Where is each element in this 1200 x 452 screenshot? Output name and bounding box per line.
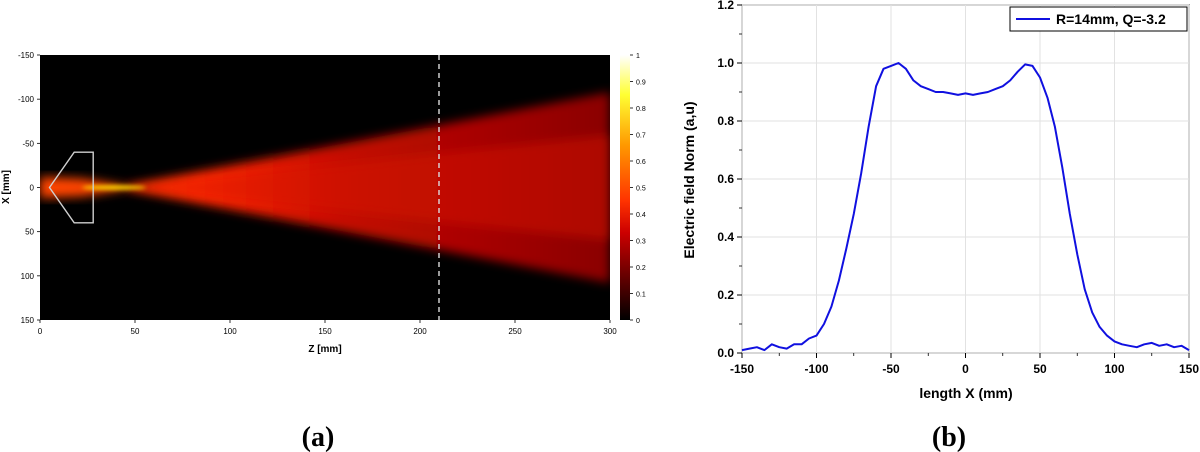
y-tick-label: -100: [18, 95, 35, 104]
colorbar-tick-label: 0.1: [636, 292, 646, 299]
panel-b-axes: -150 -100 -50 0 50 100 150 0.0 0.2 0.4 0.6 0.8 1.0 1.…: [717, 0, 1199, 376]
y-tick-label: 50: [25, 228, 34, 237]
colorbar-tick-label: 0: [636, 318, 640, 325]
colorbar-tick-label: 0.2: [636, 265, 646, 272]
beam-field: [40, 55, 610, 320]
colorbar-tick-label: 0.5: [636, 186, 646, 193]
x-tick-label: 200: [413, 327, 427, 336]
x-tick-label: -150: [730, 362, 754, 376]
y-tick-label: 0.4: [717, 230, 734, 244]
colorbar-tick-label: 0.6: [636, 159, 646, 166]
panel-b-xlabel: length X (mm): [919, 385, 1012, 401]
x-tick-label: 150: [1179, 362, 1199, 376]
x-tick-label: -100: [804, 362, 828, 376]
panel-a: 0 50 100 150 200 250 300 -150 -100 -50 0 50 100 150 1…: [1, 51, 646, 355]
panel-b: -150 -100 -50 0 50 100 150 0.0 0.2 0.4 0.6 0.8 1.0 1.…: [681, 0, 1199, 401]
colorbar-ticks: 1 0.9 0.8 0.7 0.6 0.5 0.4 0.3 0.2 0.1 0: [630, 53, 646, 325]
legend: R=14mm, Q=-3.2: [1009, 6, 1188, 32]
panel-a-xlabel: Z [mm]: [308, 344, 341, 355]
y-tick-label: 0.0: [717, 346, 734, 360]
x-tick-label: 50: [131, 327, 140, 336]
colorbar-tick-label: 0.3: [636, 239, 646, 246]
y-tick-label: 1.0: [717, 56, 734, 70]
panel-a-ylabel: X [mm]: [1, 170, 12, 204]
y-tick-label: -150: [18, 51, 35, 60]
legend-label: R=14mm, Q=-3.2: [1056, 11, 1166, 27]
caption-a: (a): [302, 422, 335, 452]
panel-b-ylabel: Electric field Norm (a,u): [681, 101, 697, 258]
y-tick-label: -50: [22, 139, 34, 148]
x-tick-label: 300: [603, 327, 617, 336]
x-tick-label: 150: [318, 327, 332, 336]
series-line: [741, 62, 1190, 352]
x-tick-label: 250: [508, 327, 522, 336]
panel-a-axes: 0 50 100 150 200 250 300 -150 -100 -50 0 50 100 150: [18, 51, 617, 336]
colorbar-tick-label: 0.7: [636, 133, 646, 140]
caption-b: (b): [932, 422, 966, 452]
colorbar-tick-label: 1: [636, 53, 640, 60]
x-tick-label: 50: [1033, 362, 1047, 376]
x-tick-label: -50: [882, 362, 900, 376]
beam-core: [125, 135, 610, 240]
x-tick-label: 100: [1104, 362, 1124, 376]
focus-spot: [82, 185, 147, 190]
x-tick-label: 100: [223, 327, 237, 336]
y-tick-label: 1.2: [717, 0, 734, 12]
colorbar-tick-label: 0.8: [636, 106, 646, 113]
colorbar-tick-label: 0.4: [636, 212, 646, 219]
lens-outline: [48, 151, 94, 224]
y-tick-label: 0: [30, 184, 35, 193]
colorbar: [620, 55, 630, 320]
y-tick-label: 100: [21, 272, 35, 281]
y-tick-label: 150: [21, 316, 35, 325]
x-tick-label: 0: [962, 362, 969, 376]
y-tick-label: 0.6: [717, 172, 734, 186]
x-tick-label: 0: [38, 327, 43, 336]
y-tick-label: 0.8: [717, 114, 734, 128]
y-tick-label: 0.2: [717, 288, 734, 302]
colorbar-tick-label: 0.9: [636, 80, 646, 87]
